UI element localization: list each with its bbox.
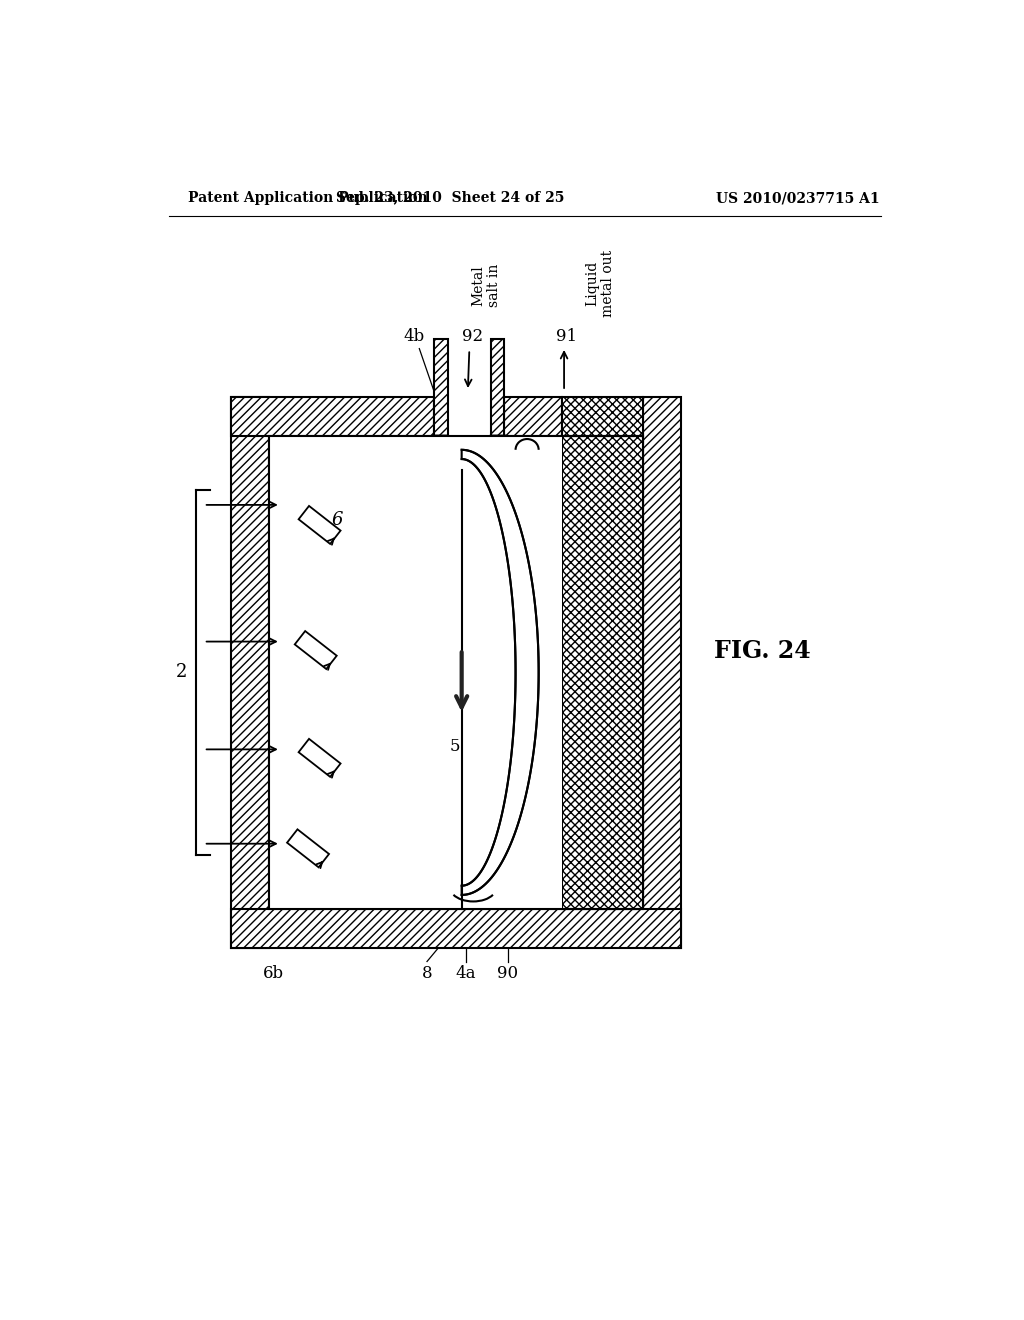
Polygon shape bbox=[472, 436, 505, 474]
Text: 4b: 4b bbox=[403, 327, 425, 345]
Text: 6: 6 bbox=[331, 511, 343, 529]
Text: 91: 91 bbox=[556, 327, 578, 345]
Text: 5: 5 bbox=[451, 738, 461, 755]
Polygon shape bbox=[295, 631, 337, 669]
Polygon shape bbox=[462, 450, 539, 895]
Polygon shape bbox=[299, 739, 341, 777]
Bar bbox=[230, 397, 269, 948]
Bar bbox=[230, 397, 434, 436]
Polygon shape bbox=[434, 436, 466, 466]
Text: 90: 90 bbox=[498, 965, 518, 982]
Bar bbox=[269, 436, 562, 909]
Text: Liquid
metal out: Liquid metal out bbox=[585, 249, 615, 317]
Bar bbox=[643, 397, 681, 948]
Bar bbox=[230, 909, 681, 948]
Text: 6b: 6b bbox=[262, 965, 284, 982]
Polygon shape bbox=[299, 506, 341, 544]
Text: Sep. 23, 2010  Sheet 24 of 25: Sep. 23, 2010 Sheet 24 of 25 bbox=[336, 191, 564, 206]
Text: 4a: 4a bbox=[456, 965, 476, 982]
Text: Metal
salt in: Metal salt in bbox=[471, 264, 502, 308]
Text: Patent Application Publication: Patent Application Publication bbox=[188, 191, 428, 206]
Text: US 2010/0237715 A1: US 2010/0237715 A1 bbox=[716, 191, 880, 206]
Polygon shape bbox=[287, 829, 329, 867]
Bar bbox=[505, 397, 562, 436]
Bar bbox=[490, 339, 505, 436]
Bar bbox=[434, 339, 449, 436]
Bar bbox=[269, 436, 643, 909]
Bar bbox=[562, 397, 643, 436]
Text: 92: 92 bbox=[462, 327, 482, 345]
Text: 8: 8 bbox=[422, 965, 432, 982]
Text: FIG. 24: FIG. 24 bbox=[714, 639, 810, 663]
Bar bbox=[562, 436, 643, 909]
Text: 2: 2 bbox=[175, 664, 186, 681]
Bar bbox=[269, 436, 643, 909]
